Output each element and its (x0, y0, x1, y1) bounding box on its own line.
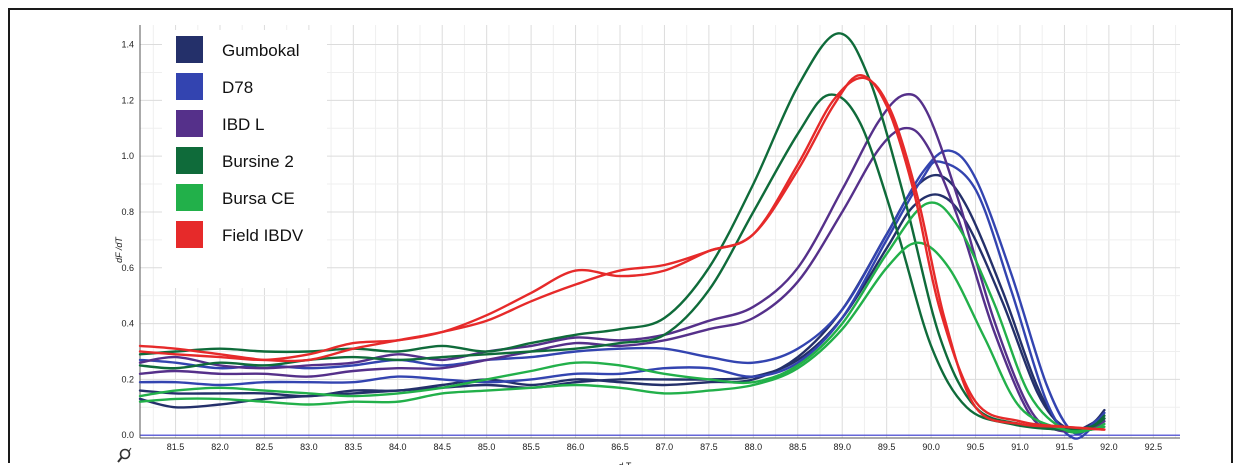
x-tick-label: 89.5 (878, 442, 896, 452)
x-tick-label: 92.5 (1145, 442, 1163, 452)
x-tick-label: 91.0 (1011, 442, 1029, 452)
y-tick-label: 0.4 (121, 319, 134, 329)
x-tick-label: 82.5 (256, 442, 274, 452)
melt-curve-chart: 81.5 82.0 82.5 83.0 83.5 84.0 84.5 85.0 85.5 86.0… (114, 25, 1180, 465)
x-tick-label: 85.5 (522, 442, 540, 452)
x-tick-label: 85.0 (478, 442, 496, 452)
x-tick-label: 91.5 (1056, 442, 1074, 452)
x-tick-label: 89.0 (833, 442, 851, 452)
magnifier-icon[interactable] (117, 447, 132, 463)
y-tick-label: 0.8 (121, 207, 134, 217)
series-line-d78 (138, 160, 1106, 440)
legend-swatch-d78 (176, 73, 203, 100)
chart-panel: 81.5 82.0 82.5 83.0 83.5 84.0 84.5 85.0 85.5 86.0… (8, 8, 1233, 465)
y-tick-label: 1.0 (121, 151, 134, 161)
legend-label-field-ibdv: Field IBDV (222, 226, 304, 245)
legend-label-bursa-ce: Bursa CE (222, 189, 295, 208)
legend-swatch-ibd-l (176, 110, 203, 137)
x-tick-label: 81.5 (167, 442, 185, 452)
series-lines (138, 32, 1106, 440)
x-tick-label: 83.5 (345, 442, 363, 452)
legend-label-d78: D78 (222, 78, 253, 97)
x-axis-footer-text: d T (619, 461, 632, 465)
legend-swatch-gumbokal (176, 36, 203, 63)
legend-label-ibd-l: IBD L (222, 115, 265, 134)
x-tick-label: 90.5 (967, 442, 985, 452)
x-tick-label: 84.5 (433, 442, 451, 452)
series-line-ibd-l (138, 126, 1106, 432)
x-tick-label: 83.0 (300, 442, 318, 452)
x-tick-label: 92.0 (1100, 442, 1118, 452)
series-line-field-ibdv (138, 74, 1106, 431)
x-tick-label: 84.0 (389, 442, 407, 452)
series-line-bursa-ce (138, 241, 1106, 433)
legend-swatch-field-ibdv (176, 221, 203, 248)
x-tick-label: 86.0 (567, 442, 585, 452)
legend-label-gumbokal: Gumbokal (222, 41, 299, 60)
x-tick-label: 86.5 (611, 442, 629, 452)
series-line-field-ibdv (138, 76, 1106, 431)
x-tick-label: 82.0 (211, 442, 229, 452)
axes: 81.5 82.0 82.5 83.0 83.5 84.0 84.5 85.0 85.5 86.0… (121, 25, 1180, 452)
series-line-ibd-l (138, 92, 1106, 433)
legend-swatch-bursa-ce (176, 184, 203, 211)
series-line-d78 (138, 149, 1106, 436)
x-tick-label: 88.5 (789, 442, 807, 452)
y-tick-label: 0.6 (121, 263, 134, 273)
x-tick-label: 88.0 (745, 442, 763, 452)
y-axis-label: dF /dT (114, 236, 124, 263)
series-line-bursa-ce (138, 201, 1106, 434)
y-tick-label: 1.4 (121, 40, 134, 50)
x-tick-label: 87.0 (656, 442, 674, 452)
legend: Gumbokal D78 IBD L Bursine 2 Bursa CE Field I… (162, 30, 327, 288)
y-tick-label: 1.2 (121, 95, 134, 105)
x-tick-label: 90.0 (922, 442, 940, 452)
legend-swatch-bursine-2 (176, 147, 203, 174)
x-tick-label: 87.5 (700, 442, 718, 452)
y-tick-label: 0.0 (121, 430, 134, 440)
y-tick-label: 0.2 (121, 374, 134, 384)
legend-label-bursine-2: Bursine 2 (222, 152, 294, 171)
